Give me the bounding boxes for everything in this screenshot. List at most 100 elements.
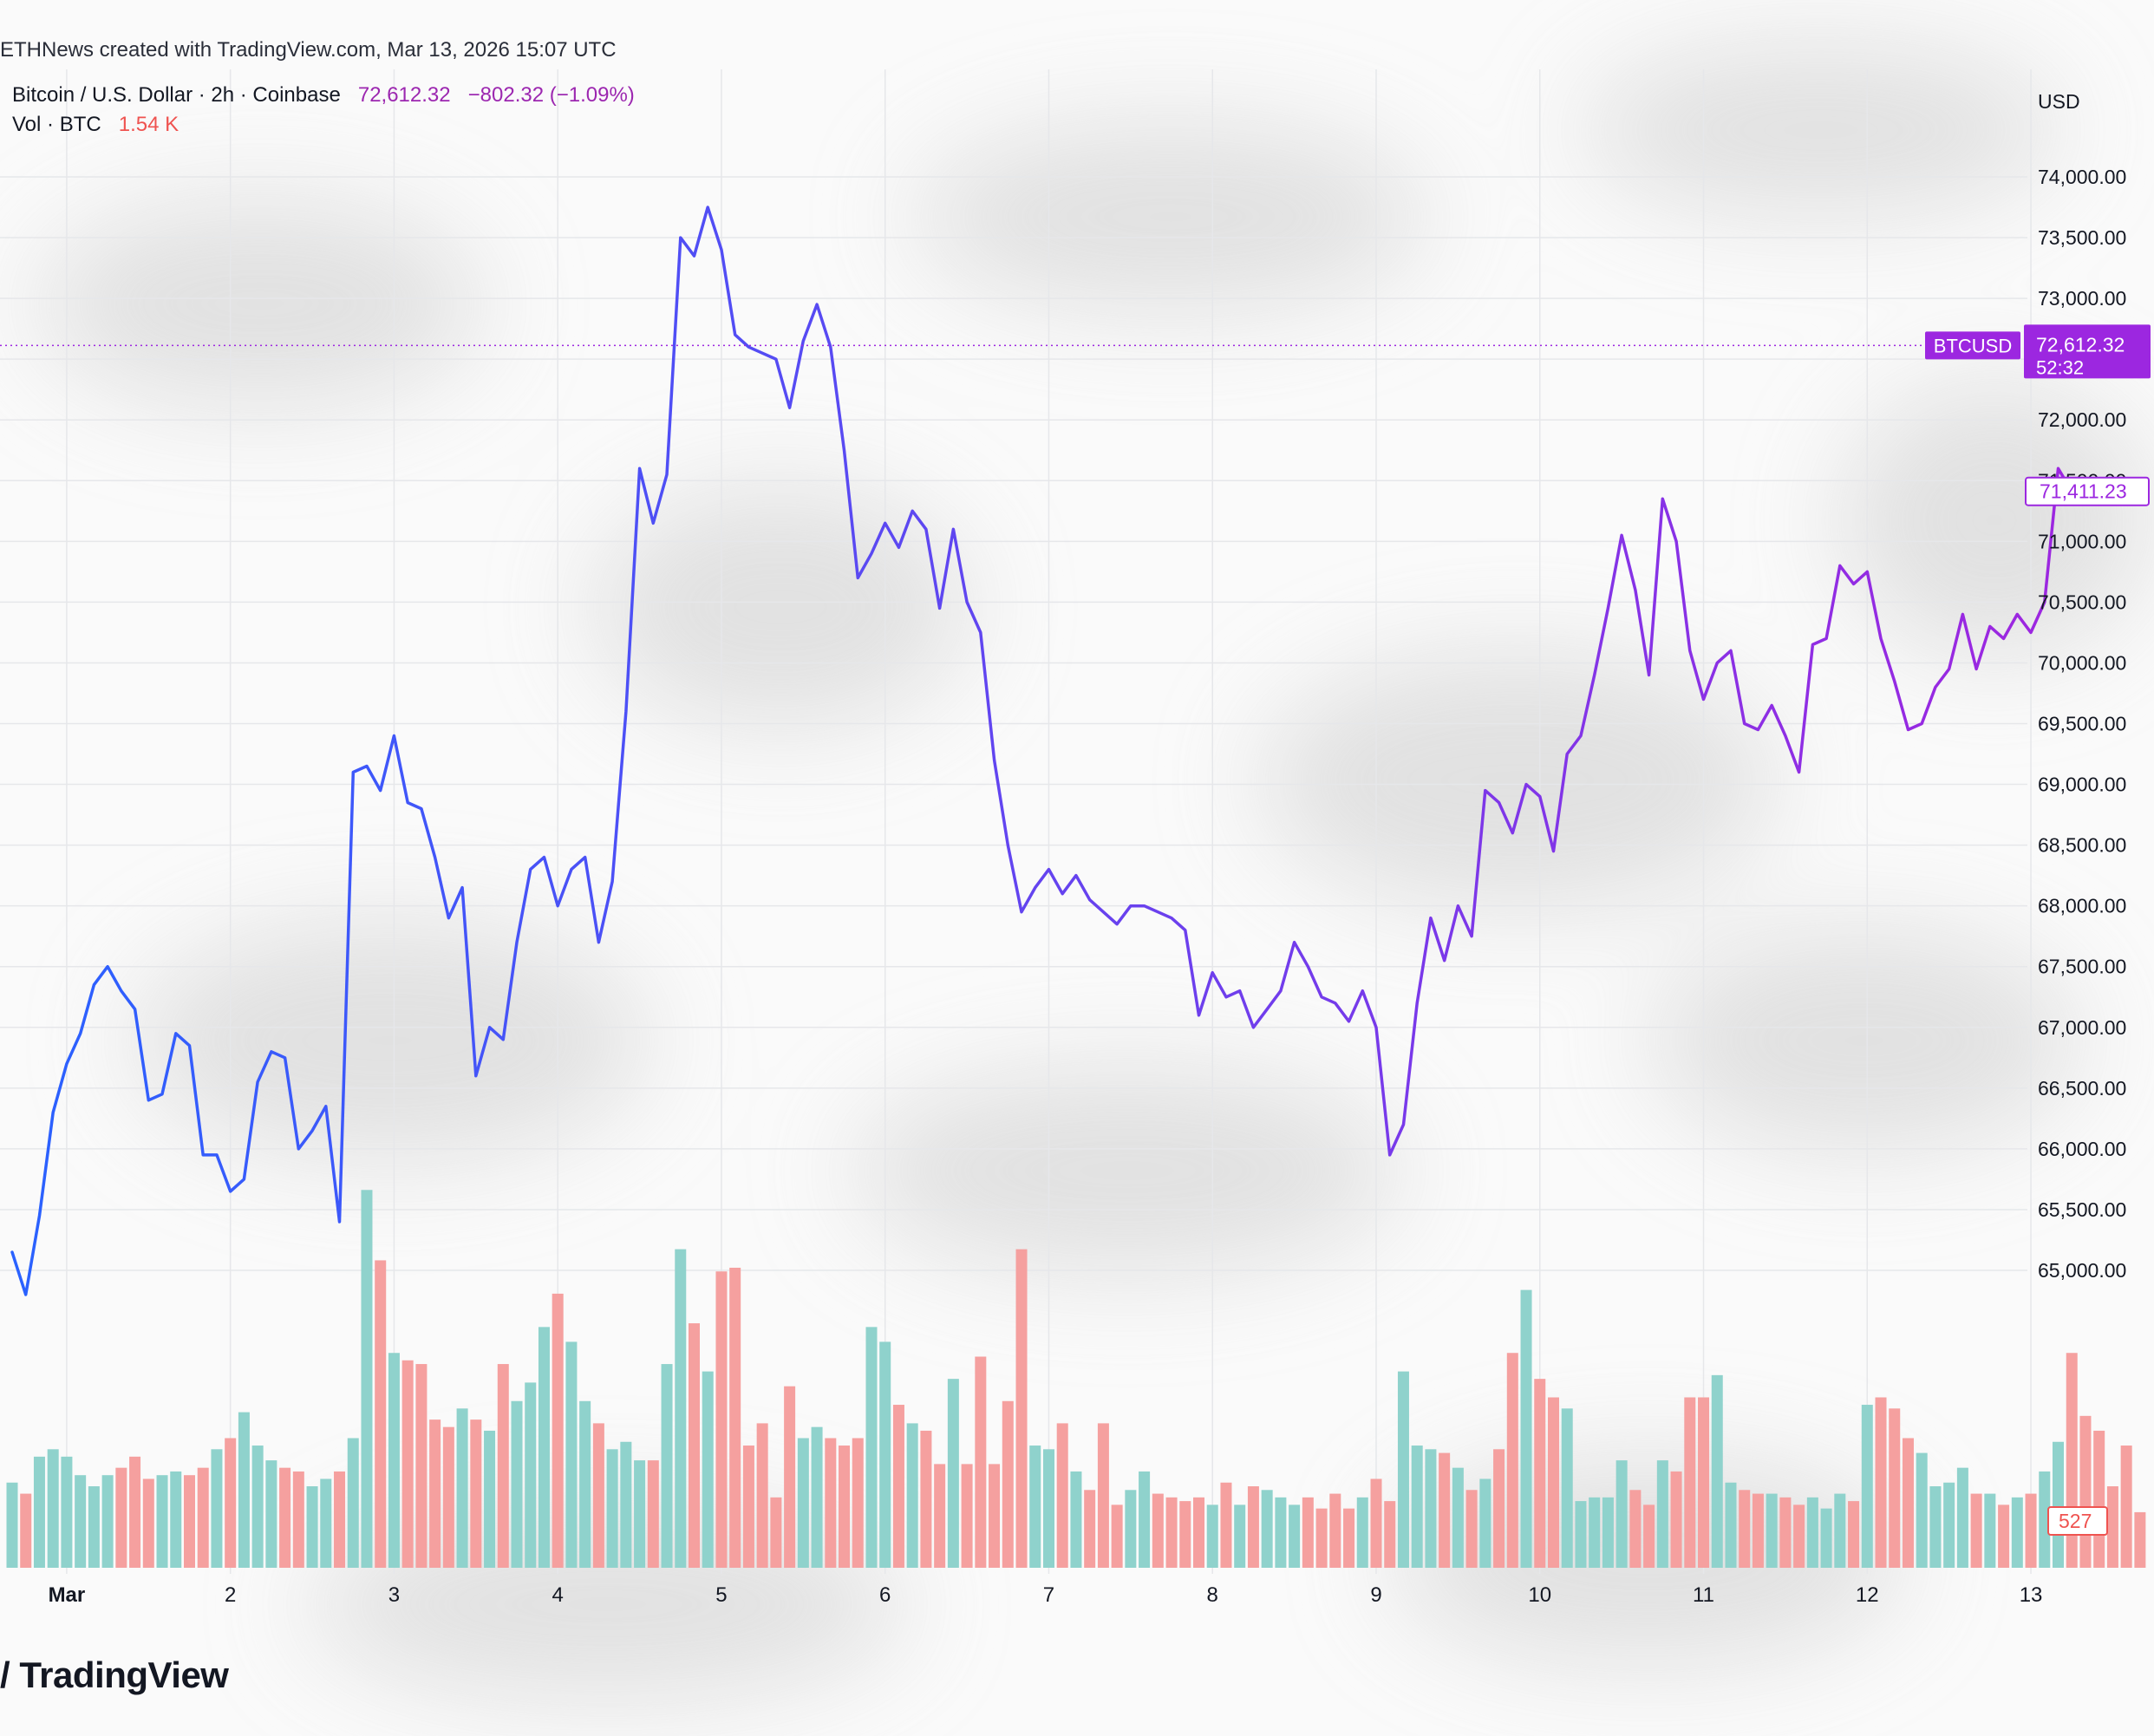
y-tick-label: 69,500.00 (2038, 713, 2126, 735)
volume-bar (2120, 1446, 2132, 1568)
volume-bar (1234, 1504, 1246, 1568)
symbol-legend[interactable]: Bitcoin / U.S. Dollar · 2h · Coinbase 72… (12, 83, 635, 108)
volume-bar (1042, 1449, 1054, 1568)
volume-bar (565, 1341, 578, 1568)
volume-bar (429, 1419, 441, 1568)
volume-bar (1029, 1446, 1041, 1568)
volume-bar (1793, 1504, 1805, 1568)
volume-bar (770, 1497, 782, 1568)
volume-bar (265, 1460, 277, 1568)
volume-bar (906, 1423, 918, 1568)
volume-bar (388, 1353, 400, 1568)
y-tick-label: 66,000.00 (2038, 1138, 2126, 1160)
volume-bars (6, 1190, 2146, 1568)
volume-bar (156, 1475, 168, 1568)
volume-bar (129, 1456, 141, 1568)
volume-bar (1015, 1249, 1028, 1568)
volume-bar (606, 1449, 618, 1568)
volume-bar (415, 1364, 428, 1568)
volume-bar (1916, 1452, 1928, 1568)
symbol-tag-label: BTCUSD (1934, 335, 2012, 356)
y-tick-label: 73,500.00 (2038, 226, 2126, 249)
volume-bar (375, 1260, 387, 1568)
price-line[interactable] (10, 206, 2073, 1296)
tradingview-wordmark: TradingView (19, 1654, 229, 1695)
volume-bar (1547, 1397, 1559, 1568)
volume-bar (634, 1460, 646, 1568)
volume-bar (347, 1438, 359, 1568)
volume-bar (20, 1493, 32, 1568)
volume-bar (484, 1430, 496, 1568)
y-tick-label: 74,000.00 (2038, 166, 2126, 188)
volume-bar (552, 1293, 564, 1568)
volume-bar (1289, 1504, 1301, 1568)
volume-bar (238, 1412, 250, 1568)
volume-bar (334, 1471, 346, 1568)
volume-bar (525, 1382, 537, 1568)
volume-bar (2053, 1441, 2064, 1568)
symbol-name: Bitcoin / U.S. Dollar · 2h · Coinbase (12, 83, 341, 107)
volume-last-tag (2047, 1506, 2108, 1536)
x-tick-label: 9 (1370, 1583, 1381, 1607)
volume-bar (1493, 1449, 1505, 1568)
volume-bar (211, 1449, 223, 1568)
currency-label: USD (2038, 90, 2080, 113)
volume-bar (1970, 1493, 1982, 1568)
volume-bar (1070, 1471, 1082, 1568)
volume-bar (197, 1467, 209, 1568)
volume-bar (2039, 1471, 2051, 1568)
y-tick-label: 70,500.00 (2038, 591, 2126, 613)
volume-bar (1848, 1501, 1860, 1568)
volume-bar (811, 1426, 823, 1568)
volume-bar (1779, 1497, 1792, 1568)
volume-bar (975, 1356, 987, 1568)
x-tick-label: 13 (2020, 1583, 2043, 1607)
volume-bar (742, 1446, 754, 1568)
volume-bar (865, 1327, 878, 1568)
volume-bar (33, 1456, 45, 1568)
y-tick-label: 73,000.00 (2038, 287, 2126, 310)
volume-bar (579, 1400, 591, 1568)
volume-bar (61, 1456, 73, 1568)
volume-bar (1139, 1471, 1151, 1568)
volume-bar (1370, 1478, 1382, 1568)
volume-bar (1575, 1501, 1587, 1568)
volume-bar (852, 1438, 864, 1568)
volume-bar (101, 1475, 114, 1568)
volume-bar (1943, 1482, 1955, 1568)
volume-bar (1643, 1504, 1655, 1568)
x-tick-label: 8 (1207, 1583, 1218, 1607)
volume-bar (1902, 1438, 1914, 1568)
x-tick-label: 10 (1528, 1583, 1551, 1607)
volume-bar (1193, 1497, 1205, 1568)
volume-bar (1629, 1490, 1642, 1568)
volume-bar (2106, 1486, 2118, 1568)
volume-bar (1998, 1504, 2010, 1568)
volume-bar (729, 1267, 741, 1568)
volume-bar (1465, 1490, 1478, 1568)
y-tick-label: 68,000.00 (2038, 895, 2126, 917)
close-price-tag-label: 71,411.23 (2040, 480, 2127, 503)
volume-bar (1125, 1490, 1137, 1568)
x-tick-label: 5 (715, 1583, 727, 1607)
last-price-tag-label: 72,612.32 (2036, 333, 2125, 356)
volume-bar (1875, 1397, 1887, 1568)
x-tick-label: 6 (879, 1583, 891, 1607)
volume-bar (2079, 1415, 2092, 1568)
volume-legend[interactable]: Vol · BTC 1.54 K (12, 113, 179, 137)
volume-bar (75, 1475, 87, 1568)
volume-last-tag-label: 527 (2059, 1510, 2092, 1532)
volume-bar (1452, 1467, 1464, 1568)
volume-bar (1384, 1501, 1396, 1568)
volume-bar (1275, 1497, 1287, 1568)
price-change: −802.32 (−1.09%) (467, 83, 635, 107)
y-tick-label: 69,000.00 (2038, 773, 2126, 796)
x-tick-label: 3 (388, 1583, 400, 1607)
volume-bar (1561, 1408, 1573, 1568)
volume-bar (1520, 1289, 1532, 1568)
volume-bar (511, 1400, 523, 1568)
volume-bar (251, 1446, 264, 1568)
volume-bar (1097, 1423, 1109, 1568)
volume-bar (1984, 1493, 1996, 1568)
